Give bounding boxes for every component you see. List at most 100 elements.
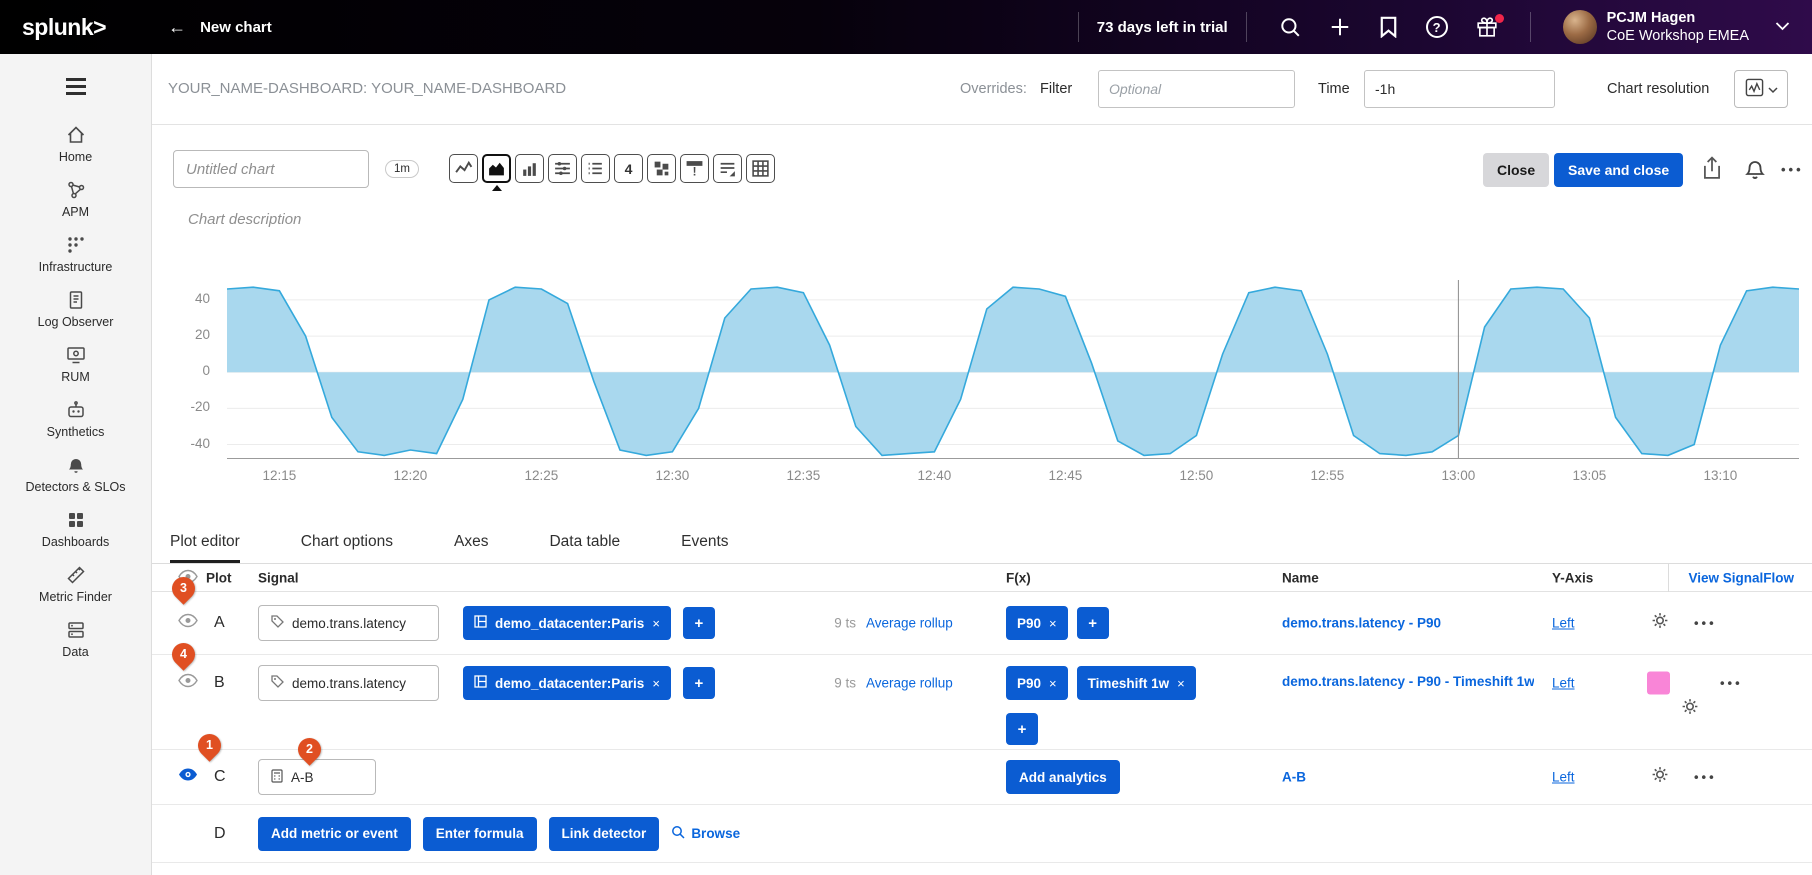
help-icon[interactable]: ? [1425, 16, 1448, 38]
row-options-icon[interactable]: ••• [1720, 675, 1743, 691]
tab-axes[interactable]: Axes [454, 533, 489, 550]
visibility-eye-icon[interactable] [178, 673, 198, 693]
remove-fx-icon[interactable]: × [1177, 675, 1185, 691]
signal-metric-box[interactable]: demo.trans.latency [258, 665, 439, 701]
tab-plot-editor[interactable]: Plot editor [170, 533, 240, 563]
signal-metric-name: demo.trans.latency [292, 615, 407, 631]
bell-icon[interactable] [1744, 156, 1766, 185]
search-icon[interactable] [1279, 16, 1301, 38]
row-options-icon[interactable]: ••• [1694, 769, 1717, 785]
more-options-icon[interactable]: ••• [1781, 162, 1804, 177]
rollup-link[interactable]: Average rollup [866, 615, 953, 631]
editor-tabs: Plot editor Chart options Axes Data tabl… [152, 522, 1812, 564]
chart-plot-area[interactable] [227, 280, 1799, 459]
x-tick-label: 13:10 [1703, 468, 1738, 483]
tab-data-table[interactable]: Data table [549, 533, 621, 550]
plot-name-link[interactable]: demo.trans.latency - P90 [1282, 615, 1442, 631]
tab-chart-options[interactable]: Chart options [300, 533, 393, 550]
yaxis-left-link[interactable]: Left [1552, 769, 1575, 785]
share-icon[interactable] [1701, 156, 1723, 185]
sidebar-label: Log Observer [37, 314, 114, 329]
rollup-link[interactable]: Average rollup [866, 675, 953, 691]
gear-icon[interactable] [1650, 611, 1670, 636]
formula-box[interactable]: A-B [258, 759, 376, 795]
sidebar-item-dashboards[interactable]: Dashboards [6, 510, 146, 550]
yaxis-left-link[interactable]: Left [1552, 615, 1575, 631]
chart-type-heatmap-button[interactable] [647, 154, 676, 183]
chart-title-input[interactable] [173, 150, 369, 188]
visibility-eye-icon-active[interactable] [178, 768, 198, 787]
chart-svg [227, 280, 1799, 458]
chart-type-column-button[interactable] [515, 154, 544, 183]
gear-icon[interactable] [1680, 697, 1700, 722]
sidebar-item-apm[interactable]: APM [6, 180, 146, 220]
visibility-eye-icon[interactable] [178, 613, 198, 633]
hamburger-menu-icon[interactable] [62, 74, 90, 99]
fx-pill-p90[interactable]: P90 × [1006, 666, 1068, 700]
search-icon [671, 825, 685, 842]
fx-pill-timeshift[interactable]: Timeshift 1w × [1076, 666, 1196, 700]
resolution-chart-icon [1745, 78, 1764, 100]
fx-pill-p90[interactable]: P90 × [1006, 606, 1068, 640]
plot-color-swatch[interactable] [1647, 671, 1670, 695]
sidebar-item-rum[interactable]: RUM [6, 345, 146, 385]
chart-resolution-button[interactable] [1734, 70, 1788, 108]
add-metric-button[interactable]: Add metric or event [258, 816, 411, 851]
signal-metric-box[interactable]: demo.trans.latency [258, 605, 439, 641]
metric-tag-icon [271, 615, 284, 631]
svg-text:!: ! [693, 165, 697, 178]
sidebar-item-data[interactable]: Data [6, 620, 146, 660]
plot-name-link[interactable]: A-B [1282, 769, 1306, 785]
user-avatar[interactable] [1562, 10, 1597, 44]
remove-filter-icon[interactable]: × [652, 675, 660, 691]
chart-description-field[interactable]: Chart description [188, 211, 302, 228]
remove-fx-icon[interactable]: × [1049, 615, 1057, 631]
splunk-logo[interactable]: splunk> [22, 13, 107, 40]
gear-icon[interactable] [1650, 765, 1670, 790]
help-question-glyph: ? [1425, 16, 1448, 38]
chart-type-list-button[interactable] [581, 154, 610, 183]
remove-filter-icon[interactable]: × [652, 615, 660, 631]
remove-fx-icon[interactable]: × [1049, 675, 1057, 691]
chart-type-line-button[interactable] [449, 154, 478, 183]
enter-formula-button[interactable]: Enter formula [422, 816, 537, 851]
chart-type-histogram-button[interactable] [548, 154, 577, 183]
browse-link[interactable]: Browse [671, 825, 740, 842]
sidebar-item-metric-finder[interactable]: Metric Finder [6, 565, 146, 605]
chart-type-area-button[interactable] [482, 154, 511, 183]
row-options-icon[interactable]: ••• [1694, 615, 1717, 631]
bookmark-icon[interactable] [1379, 16, 1398, 38]
filter-input[interactable] [1098, 70, 1295, 108]
sidebar-item-infrastructure[interactable]: Infrastructure [6, 235, 146, 275]
view-signalflow-link[interactable]: View SignalFlow [1688, 570, 1794, 585]
chart-type-text-button[interactable] [713, 154, 742, 183]
add-filter-button[interactable]: + [682, 607, 715, 639]
close-button[interactable]: Close [1483, 153, 1550, 187]
yaxis-left-link[interactable]: Left [1552, 675, 1575, 691]
save-and-close-button[interactable]: Save and close [1554, 153, 1684, 187]
filter-pill[interactable]: demo_datacenter:Paris × [463, 606, 671, 640]
user-info[interactable]: PCJM Hagen CoE Workshop EMEA [1607, 9, 1749, 45]
chart-type-table-button[interactable] [746, 154, 775, 183]
sidebar-item-log-observer[interactable]: Log Observer [6, 290, 146, 330]
chart-type-single-value-button[interactable]: 4 [614, 154, 643, 183]
sidebar-item-detectors-slos[interactable]: Detectors & SLOs [6, 455, 146, 495]
tab-events[interactable]: Events [681, 533, 729, 550]
nav-divider [1529, 12, 1531, 42]
create-plus-icon[interactable] [1329, 16, 1351, 38]
chart-type-event-button[interactable]: ! [680, 154, 709, 183]
add-analytics-button[interactable]: + [1076, 607, 1109, 639]
user-menu-chevron-icon[interactable] [1775, 18, 1790, 36]
add-analytics-button[interactable]: Add analytics [1006, 760, 1120, 794]
gift-icon[interactable] [1476, 14, 1504, 38]
filter-pill[interactable]: demo_datacenter:Paris × [463, 666, 671, 700]
link-detector-button[interactable]: Link detector [548, 816, 660, 851]
add-filter-button[interactable]: + [682, 667, 715, 699]
sidebar-item-synthetics[interactable]: Synthetics [6, 400, 146, 440]
time-range-input[interactable] [1364, 70, 1555, 108]
resolution-badge: 1m [385, 160, 419, 178]
plot-name-link[interactable]: demo.trans.latency - P90 - Timeshift 1w [1282, 674, 1534, 692]
back-arrow-icon[interactable]: ← [168, 16, 187, 37]
sidebar-item-home[interactable]: Home [6, 125, 146, 165]
add-analytics-button[interactable]: + [1006, 713, 1038, 745]
